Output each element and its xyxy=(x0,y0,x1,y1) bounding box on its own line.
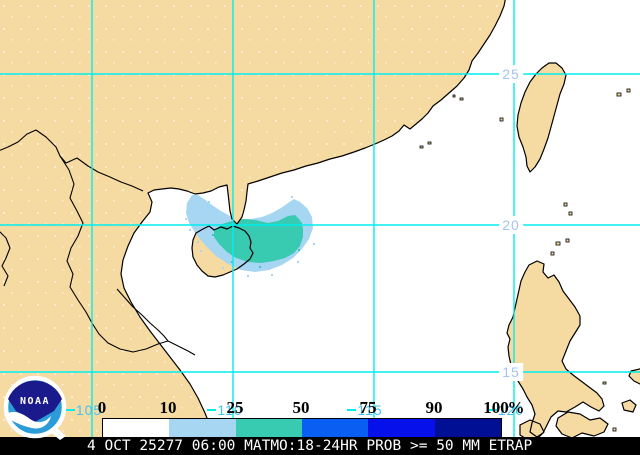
colorbar-tick-100: 100 xyxy=(483,398,509,417)
probability-colorbar xyxy=(102,418,502,438)
prob-10-speckles xyxy=(185,196,315,277)
prob-25-speckles xyxy=(212,222,302,268)
country-borders xyxy=(0,129,196,356)
logo-seagull-icon xyxy=(4,412,51,429)
lat-label-25: 25 xyxy=(499,65,523,83)
logo-sky xyxy=(8,380,62,422)
colorbar-segment xyxy=(434,419,501,437)
lon-tick xyxy=(207,409,216,411)
lon-tick xyxy=(347,409,356,411)
colorbar-segment xyxy=(169,419,236,437)
lon-label-105: 105 xyxy=(75,402,103,418)
latlon-grid xyxy=(0,0,640,437)
colorbar-tick-50: 50 xyxy=(292,398,310,417)
lon-tick xyxy=(488,409,497,411)
lat-label-20: 20 xyxy=(499,216,523,234)
colorbar-tick-25: 25 xyxy=(226,398,244,417)
colorbar-tick-0: 0 xyxy=(97,398,107,417)
lon-label-110: 110 xyxy=(217,402,243,418)
colorbar-segment xyxy=(368,419,435,437)
colorbar-tick-10: 10 xyxy=(159,398,177,417)
islet-dots xyxy=(419,88,631,432)
lat-label-15: 15 xyxy=(499,363,523,381)
lon-label-120: 120 xyxy=(497,402,525,418)
logo-text: NOAA xyxy=(20,396,50,407)
colorbar-segment xyxy=(235,419,302,437)
lon-label-115: 115 xyxy=(357,402,383,418)
status-bar: 4 OCT 25277 06:00 MATMO:18-24HR PROB >= … xyxy=(0,437,640,455)
lon-tick xyxy=(66,409,75,411)
colorbar-segment xyxy=(103,419,170,437)
status-bar-text: 4 OCT 25277 06:00 MATMO:18-24HR PROB >= … xyxy=(87,438,533,454)
colorbar-segment xyxy=(301,419,369,437)
colorbar-tick-90: 90 xyxy=(425,398,443,417)
colorbar-tick-75: 75 xyxy=(359,398,377,417)
noaa-logo: NOAA xyxy=(3,375,67,440)
colorbar-unit: % xyxy=(507,398,525,417)
